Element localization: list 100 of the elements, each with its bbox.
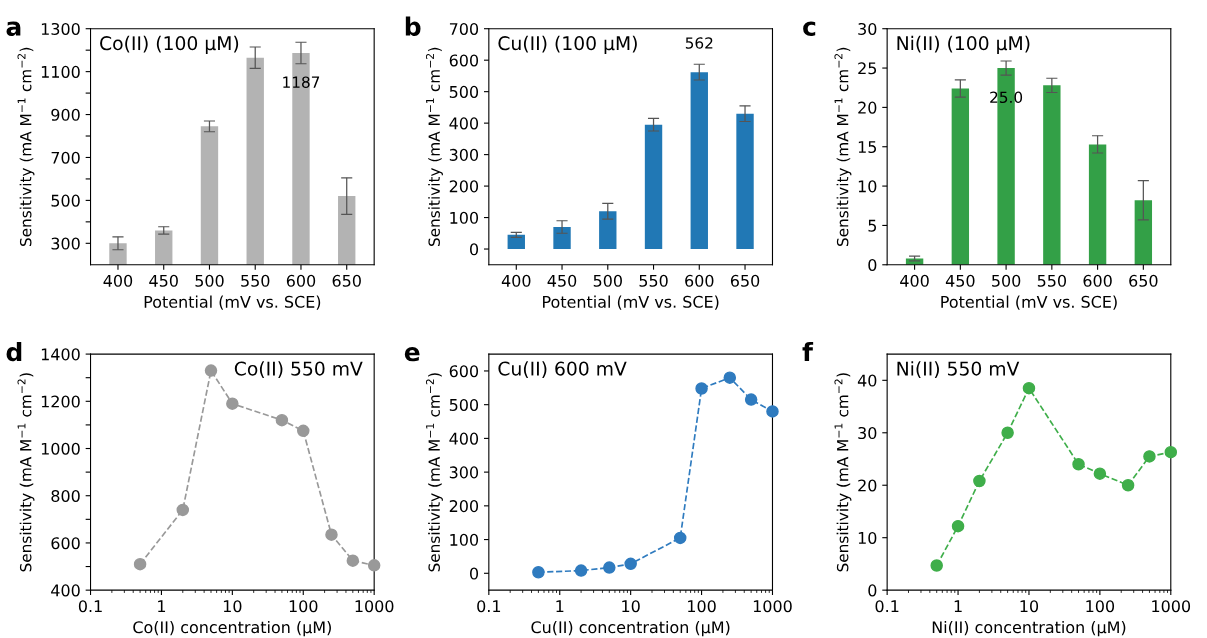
x-tick-label: 600 [685, 274, 714, 287]
y-axis-title: Sensitivity (mA M$^{−1}$ cm$^{−2}$) [834, 47, 852, 247]
x-tick-label: 1000 [355, 600, 394, 613]
y-tick-label: 1100 [41, 65, 80, 78]
x-axis-title: Co(II) concentration (µM) [133, 620, 331, 637]
x-axis-title: Cu(II) concentration (µM) [531, 620, 730, 637]
y-tick-label: 0 [868, 258, 877, 272]
y-tick-label: 0 [470, 243, 479, 256]
data-label: 562 [685, 37, 713, 49]
chart-title: Cu(II) (100 µM) [498, 35, 637, 54]
x-tick-label: 500 [195, 274, 224, 287]
y-tick-label: 15 [858, 141, 877, 154]
bar [599, 211, 617, 250]
y-tick-label: 20 [858, 479, 877, 492]
y-axis-title: Sensitivity (mA M$^{−1}$ cm$^{−2}$) [425, 373, 443, 572]
x-tick-label: 500 [593, 274, 622, 287]
x-tick-label: 10 [622, 600, 640, 613]
x-tick-label: 0.1 [477, 600, 501, 613]
x-tick-label: 400 [501, 274, 531, 287]
y-axis-title: Sensitivity (mA M$^{−1}$ cm$^{−2}$) [834, 373, 852, 572]
y-axis-title: Sensitivity (mA M$^{−1}$ cm$^{−2}$) [17, 47, 35, 247]
chart-title: Cu(II) 600 mV [498, 361, 627, 378]
x-tick-label: 10 [223, 600, 242, 613]
text: c [803, 21, 816, 36]
y-tick-label: 20 [858, 101, 877, 114]
y-tick-label: 30 [858, 426, 877, 440]
y-axis-title: Sensitivity (mA M$^{−1}$ cm$^{−2}$) [17, 373, 35, 572]
y-tick-label: 10 [858, 180, 877, 193]
text: b [405, 16, 421, 36]
chart-title: Co(II) (100 µM) [100, 35, 239, 54]
y-tick-label: 1200 [41, 395, 80, 408]
chart-title: Ni(II) 550 mV [897, 361, 1020, 378]
y-tick-label: 400 [449, 117, 479, 130]
y-tick-label: 0 [470, 567, 479, 580]
y-tick-label: 500 [51, 194, 80, 207]
text: d [6, 341, 22, 362]
x-tick-label: 1000 [753, 600, 792, 613]
x-tick-label: 600 [286, 274, 316, 287]
y-tick-label: 500 [449, 85, 479, 98]
x-tick-label: 1 [954, 600, 962, 613]
y-tick-label: 200 [449, 500, 479, 513]
x-tick-label: 1 [158, 600, 166, 613]
x-tick-label: 0.1 [875, 600, 899, 613]
bar [951, 88, 970, 265]
bar [1134, 200, 1153, 265]
x-tick-label: 450 [945, 274, 975, 287]
x-tick-label: 650 [730, 274, 760, 287]
x-tick-label: 1 [556, 600, 564, 613]
x-tick-label: 450 [149, 274, 178, 287]
bar [690, 72, 708, 250]
bar [736, 113, 754, 250]
y-tick-label: 200 [449, 180, 479, 193]
y-tick-label: 900 [51, 108, 80, 121]
bar [507, 234, 525, 250]
y-tick-label: 30 [858, 22, 877, 36]
y-tick-label: 300 [449, 148, 479, 161]
y-tick-label: 5 [868, 219, 877, 232]
y-tick-label: 0 [868, 584, 877, 597]
x-tick-label: 550 [639, 274, 668, 287]
x-tick-label: 400 [103, 274, 133, 287]
x-tick-label: 10 [1020, 600, 1039, 613]
bar [644, 124, 663, 250]
x-tick-label: 550 [241, 274, 270, 287]
y-tick-label: 500 [449, 398, 479, 411]
y-tick-label: 1000 [41, 442, 80, 455]
data-label: 1187 [283, 76, 320, 88]
x-axis-title: Potential (mV vs. SCE) [543, 295, 719, 310]
text: e [404, 346, 420, 362]
text: f [802, 341, 814, 361]
y-tick-label: 40 [857, 374, 877, 387]
y-tick-label: 100 [450, 211, 479, 224]
x-tick-label: 100 [289, 600, 318, 613]
x-tick-label: 450 [547, 274, 577, 287]
x-axis-title: Potential (mV vs. SCE) [941, 295, 1117, 310]
y-tick-label: 400 [449, 432, 479, 445]
x-tick-label: 0.1 [78, 600, 102, 613]
y-tick-label: 600 [449, 365, 479, 378]
y-tick-label: 300 [449, 466, 479, 479]
bar [1043, 85, 1061, 265]
x-tick-label: 100 [688, 600, 716, 613]
y-tick-label: 700 [449, 22, 479, 36]
x-axis-title: Ni(II) concentration (µM) [932, 620, 1126, 637]
x-tick-label: 600 [1083, 274, 1112, 287]
x-tick-label: 550 [1037, 274, 1067, 287]
y-tick-label: 600 [51, 537, 80, 550]
y-tick-label: 800 [51, 489, 80, 503]
x-tick-label: 400 [900, 274, 929, 287]
y-tick-label: 1300 [41, 22, 80, 36]
y-tick-label: 10 [858, 531, 877, 544]
y-tick-label: 300 [51, 237, 80, 250]
x-axis-title: Potential (mV vs. SCE) [144, 295, 321, 310]
y-tick-label: 600 [449, 54, 479, 67]
y-tick-label: 100 [450, 533, 479, 546]
chart-title: Ni(II) (100 µM) [897, 35, 1030, 54]
y-tick-label: 25 [858, 62, 877, 75]
y-tick-label: 1400 [41, 348, 80, 361]
chart-title: Co(II) 550 mV [234, 361, 363, 378]
y-axis-title: Sensitivity (mA M$^{−1}$ cm$^{−2}$) [425, 47, 443, 247]
text: a [6, 21, 21, 36]
y-tick-label: 700 [51, 151, 80, 164]
